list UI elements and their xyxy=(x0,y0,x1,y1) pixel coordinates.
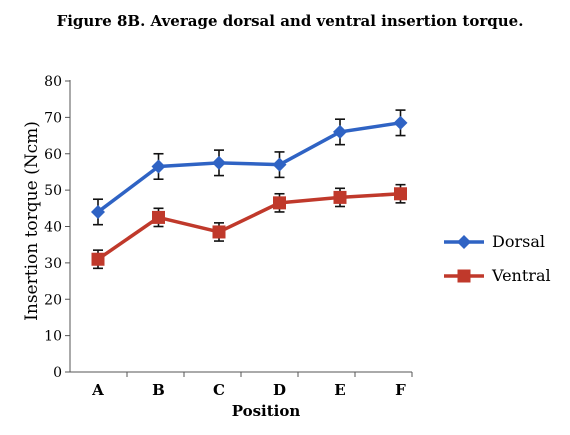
data-point-diamond xyxy=(333,124,347,139)
data-point-diamond xyxy=(212,155,226,170)
series-line xyxy=(96,121,401,214)
y-tick-label: 50 xyxy=(44,183,62,199)
y-tick-label: 70 xyxy=(44,110,62,126)
data-point-square xyxy=(91,252,105,266)
data-point-square xyxy=(273,196,286,210)
series-dorsal xyxy=(91,109,408,226)
x-axis-label: Position xyxy=(232,402,301,420)
chart-title: Figure 8B. Average dorsal and ventral in… xyxy=(57,12,524,30)
x-tick-label: F xyxy=(395,381,406,399)
series-ventral xyxy=(91,183,407,270)
data-point-diamond xyxy=(393,115,408,130)
y-axis-label: Insertion torque (Ncm) xyxy=(22,121,42,321)
data-point-square xyxy=(333,190,347,204)
x-tick-label: E xyxy=(334,381,345,399)
x-tick-label: D xyxy=(273,381,286,399)
legend-item-ventral: Ventral xyxy=(444,266,551,285)
data-point-diamond xyxy=(272,157,287,172)
data-point-diamond xyxy=(91,204,105,219)
y-tick-label: 20 xyxy=(44,292,62,308)
series-line xyxy=(97,192,401,261)
data-point-square xyxy=(152,210,165,224)
axes xyxy=(69,80,412,373)
data-point-square xyxy=(457,269,471,283)
legend: Dorsal Ventral xyxy=(444,232,551,285)
y-tick-label: 40 xyxy=(44,220,62,236)
x-tick-label: B xyxy=(152,381,165,399)
data-point-square xyxy=(394,187,407,201)
data-point-square xyxy=(212,225,226,239)
x-tick-label: C xyxy=(213,381,225,399)
data-point-diamond xyxy=(457,235,471,249)
y-tick-label: 60 xyxy=(44,147,62,163)
y-tick-label: 80 xyxy=(44,74,62,90)
y-tick-label: 30 xyxy=(44,256,62,272)
y-tick-label: 10 xyxy=(44,329,62,345)
legend-label: Dorsal xyxy=(492,232,545,251)
y-ticks: 0 10 20 30 40 50 60 70 80 xyxy=(44,74,70,381)
y-tick-label: 0 xyxy=(53,365,62,381)
series-layer xyxy=(91,109,408,270)
x-tick-label: A xyxy=(91,381,104,399)
legend-label: Ventral xyxy=(491,266,551,285)
x-ticks: A B C D E F xyxy=(91,372,413,399)
data-point-diamond xyxy=(151,159,166,174)
legend-item-dorsal: Dorsal xyxy=(444,232,545,251)
